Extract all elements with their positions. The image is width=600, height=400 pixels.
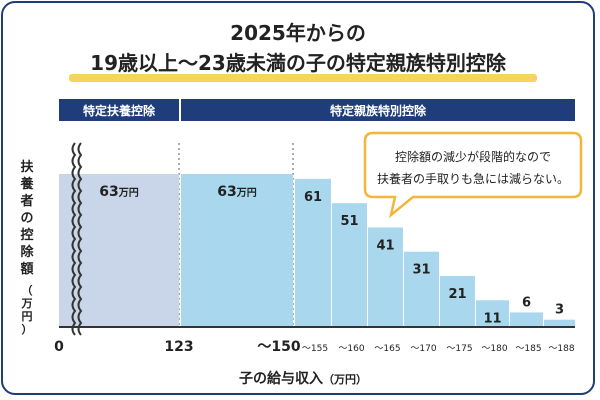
bar-value-label-2: 63万円 <box>217 184 256 200</box>
bar-9 <box>510 312 543 327</box>
bar-4 <box>332 203 367 327</box>
x-axis-title: 子の給与収入（万円） <box>239 370 367 387</box>
x-tick-label-6: ～170 <box>410 344 436 354</box>
chart: 特定扶養控除 特定親族特別控除 扶養者の控除額 （万円） 63万円 63万円 61 5… <box>19 99 583 387</box>
callout-bubble <box>363 131 583 219</box>
bar-value-label-10: 3 <box>555 303 564 318</box>
bar-value-label-4: 51 <box>340 214 358 229</box>
title-line-2: 19歳以上～23歳未満の子の特定親族特別控除 <box>90 51 506 75</box>
bar-value-label-6: 31 <box>412 263 430 278</box>
x-major-tick-1: 123 <box>164 339 193 355</box>
bar-value-label-1: 63万円 <box>99 184 138 200</box>
band-left-label: 特定扶養控除 <box>83 103 156 118</box>
bar-6 <box>404 251 439 327</box>
bar-8 <box>476 300 509 327</box>
axis-break-line-2 <box>77 142 83 336</box>
x-tick-label-7: ～175 <box>446 344 472 354</box>
bar-value-label-5: 41 <box>376 238 394 253</box>
bar-10 <box>544 319 575 327</box>
x-tick-label-8: ～180 <box>481 344 507 354</box>
infographic-card: 2025年からの 19歳以上～23歳未満の子の特定親族特別控除 特定扶養控除 特… <box>1 1 595 395</box>
bar-value-label-3: 61 <box>304 190 322 205</box>
bar-value-label-8: 11 <box>483 311 501 326</box>
bar-7 <box>440 276 475 327</box>
axis-break-line <box>71 142 77 336</box>
bar-5 <box>368 227 403 327</box>
callout-line-2: 扶養者の手取りも急には減らない。 <box>377 171 569 186</box>
y-axis-title: 扶養者の控除額 <box>19 159 34 277</box>
bar-2 <box>181 174 293 327</box>
x-tick-label-4: ～160 <box>338 344 364 354</box>
y-axis-unit: （万円） <box>21 284 33 336</box>
x-tick-label-9: ～185 <box>515 344 541 354</box>
band-right <box>181 99 575 121</box>
title-line-1: 2025年からの <box>230 21 366 45</box>
x-tick-label-3: ～155 <box>302 344 328 354</box>
x-tick-label-5: ～165 <box>374 344 400 354</box>
callout-line-1: 控除額の減少が段階的なので <box>395 149 551 164</box>
bar-3 <box>295 178 331 327</box>
band-right-label: 特定親族特別控除 <box>330 103 427 118</box>
title-underline <box>69 74 537 82</box>
band-left <box>59 99 179 121</box>
x-tick-label-10: ～188 <box>548 344 574 354</box>
bar-value-label-7: 21 <box>448 287 466 302</box>
x-origin-label: 0 <box>54 339 64 355</box>
x-major-tick-2: ～150 <box>257 339 300 355</box>
bar-value-label-9: 6 <box>522 295 531 310</box>
